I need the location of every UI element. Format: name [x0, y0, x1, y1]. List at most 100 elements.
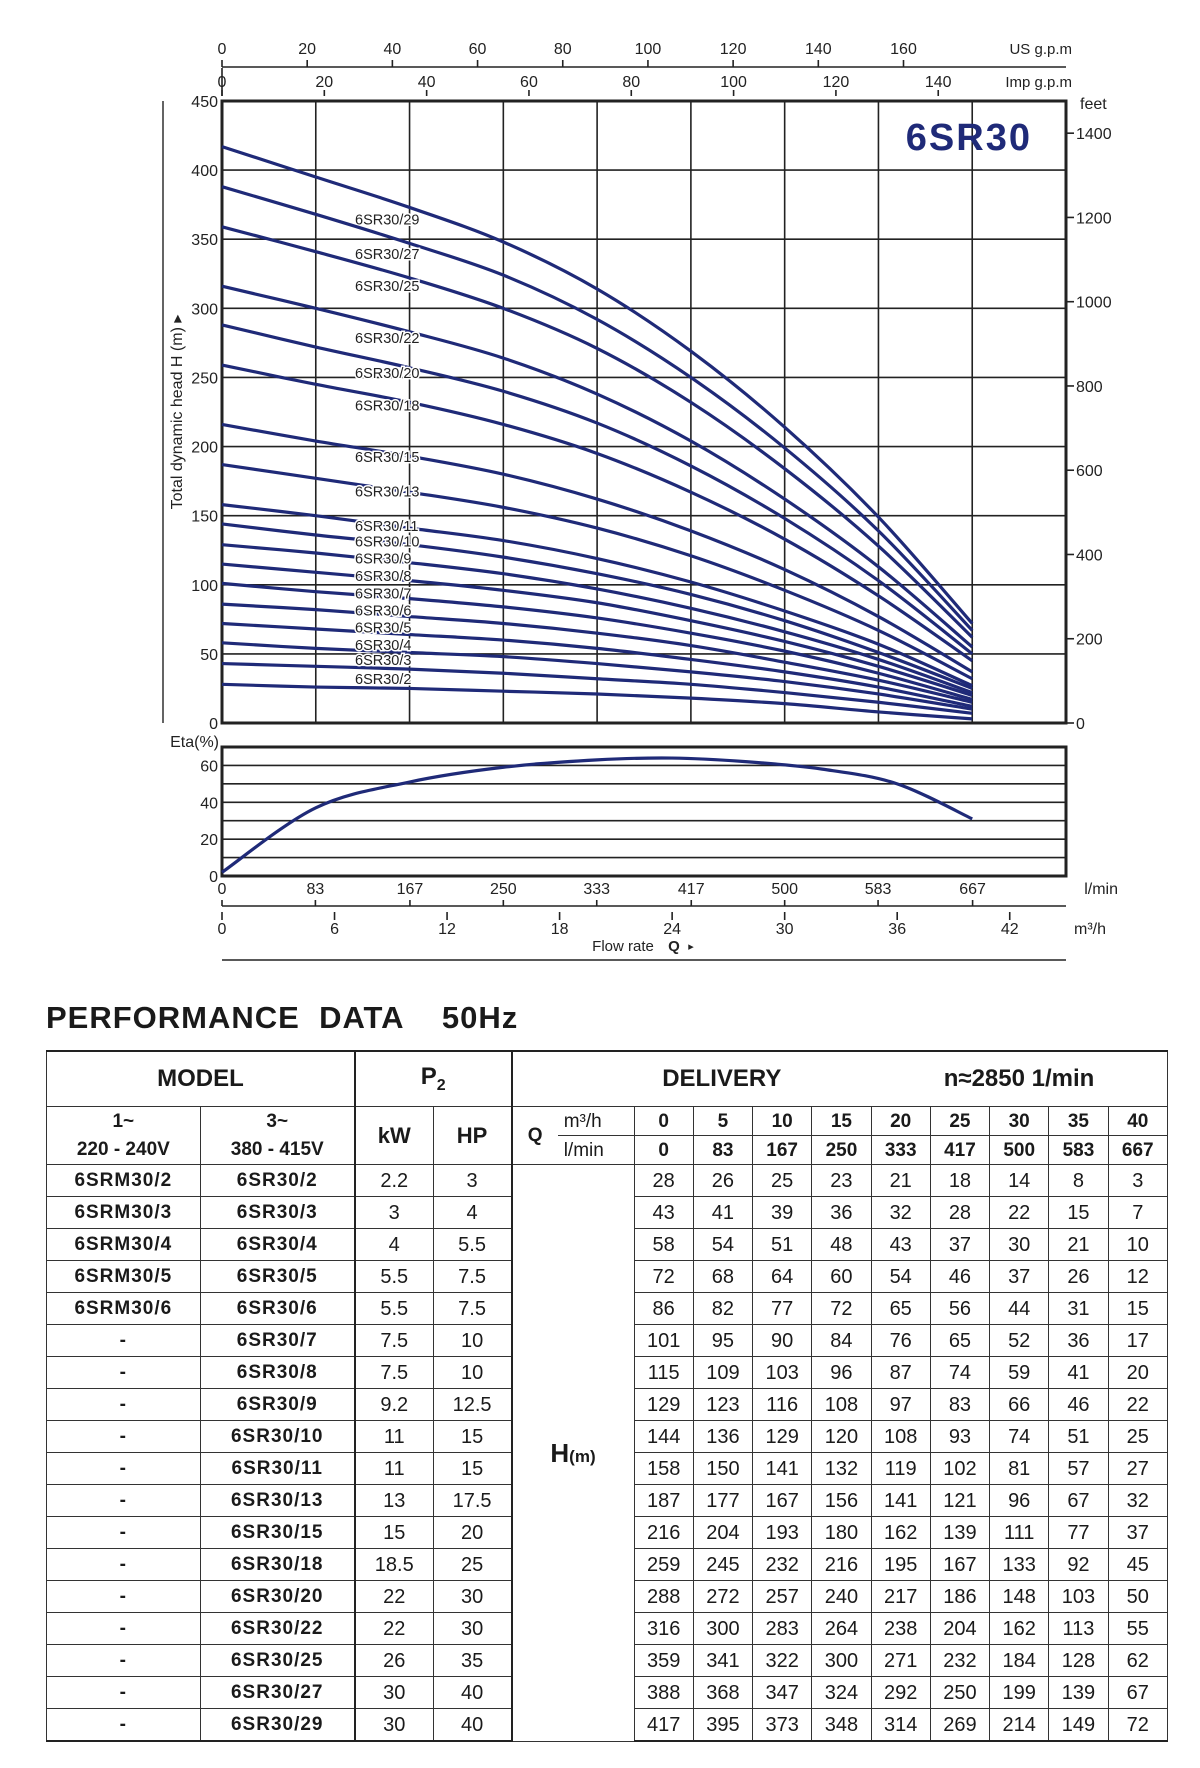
feet-tick-label: 1000 [1076, 295, 1112, 312]
table-row: -6SR30/10 11 15 144 136 129 120 108 93 74 51 25 [46, 1420, 1169, 1453]
head-value: 103 [752, 1356, 813, 1389]
head-value: 36 [1048, 1324, 1109, 1357]
head-value: 195 [870, 1548, 931, 1581]
curve-line [221, 581, 973, 702]
chart-title: 6SR30 [906, 117, 1032, 159]
curve-line [221, 185, 974, 632]
head-value: 52 [989, 1324, 1050, 1357]
head-value: 180 [811, 1516, 872, 1549]
head-value: 96 [811, 1356, 872, 1389]
head-value: 14 [989, 1164, 1050, 1197]
head-value: 216 [811, 1548, 872, 1581]
y-axis-label: Total dynamic head H (m) ▸ [169, 315, 186, 510]
table-row: 6SRM30/2 6SR30/2 2.2 3 H(m) 28 26 25 23 21 18 14 8 3 [46, 1164, 1169, 1742]
curve-label: 6SR30/3 [355, 653, 411, 669]
flow-m3h-8: 40 [1107, 1106, 1169, 1136]
head-value: 51 [1048, 1420, 1109, 1453]
head-value: 41 [1048, 1356, 1109, 1389]
curve-line [221, 562, 973, 697]
table-row: 6SRM30/3 6SR30/3 3 4 43 41 39 36 32 28 22 15 7 [46, 1196, 1169, 1229]
imp-gpm-tick-label: 40 [418, 74, 436, 91]
head-value: 65 [870, 1292, 931, 1325]
single-phase-line1: 1~ [46, 1106, 201, 1136]
table-row: 6SRM30/6 6SR30/6 5.5 7.5 86 82 77 72 65 56 44 31 15 [46, 1292, 1169, 1325]
head-value: 300 [811, 1644, 872, 1677]
kw-header: kW [353, 1106, 434, 1165]
head-value: 22 [989, 1196, 1050, 1229]
model-single-phase: - [46, 1484, 201, 1517]
head-value: 54 [870, 1260, 931, 1293]
power-hp: 10 [432, 1324, 513, 1357]
model-single-phase: - [46, 1612, 201, 1645]
performance-data-table: MODEL P2 DELIVERY n≈2850 1/min 1~ 3~ kW … [45, 1050, 1169, 1742]
unit-m3h: m³/h [557, 1106, 635, 1136]
curve-line [221, 462, 973, 681]
power-hp: 10 [432, 1356, 513, 1389]
curve-label: 6SR30/20 [355, 366, 420, 382]
power-kw: 11 [353, 1452, 434, 1485]
head-value: 28 [633, 1164, 694, 1197]
power-hp: 7.5 [432, 1260, 513, 1293]
m3h-tick-label: 24 [663, 921, 681, 938]
head-value: 417 [633, 1708, 694, 1742]
model-three-phase: 6SR30/29 [199, 1708, 356, 1742]
lmin-tick-label: 83 [307, 881, 325, 898]
head-value: 74 [989, 1420, 1050, 1453]
head-value: 204 [692, 1516, 754, 1549]
flow-lmin-7: 583 [1048, 1135, 1109, 1165]
model-three-phase: 6SR30/2 [199, 1164, 356, 1197]
model-single-phase: - [46, 1388, 201, 1421]
lmin-tick-label: 333 [583, 881, 610, 898]
power-hp: 40 [432, 1676, 513, 1709]
flow-lmin-8: 667 [1107, 1135, 1169, 1165]
head-value: 395 [692, 1708, 754, 1742]
head-value: 139 [1048, 1676, 1109, 1709]
flow-lmin-6: 500 [989, 1135, 1050, 1165]
m3h-tick-label: 18 [551, 921, 569, 938]
head-value: 51 [752, 1228, 813, 1261]
head-value: 187 [633, 1484, 694, 1517]
model-single-phase: - [46, 1420, 201, 1453]
head-value: 72 [1107, 1708, 1169, 1742]
head-value: 72 [633, 1260, 694, 1293]
flow-m3h-4: 20 [870, 1106, 931, 1136]
power-hp: 12.5 [432, 1388, 513, 1421]
imp-gpm-tick-label: 0 [218, 74, 227, 91]
flow-lmin-5: 417 [929, 1135, 991, 1165]
head-value: 388 [633, 1676, 694, 1709]
feet-tick-label: 600 [1076, 463, 1103, 480]
us-gpm-tick-label: 0 [218, 41, 227, 58]
head-value: 48 [811, 1228, 872, 1261]
head-value: 162 [870, 1516, 931, 1549]
model-three-phase: 6SR30/8 [199, 1356, 356, 1389]
head-value: 43 [633, 1196, 694, 1229]
head-value: 32 [870, 1196, 931, 1229]
power-kw: 5.5 [353, 1292, 434, 1325]
head-value: 148 [989, 1580, 1050, 1613]
head-value: 86 [633, 1292, 694, 1325]
curve-label: 6SR30/13 [355, 485, 420, 501]
power-kw: 22 [353, 1612, 434, 1645]
table-row: -6SR30/25 26 35 359 341 322 300 271 232 184 128 62 [46, 1644, 1169, 1677]
head-value: 37 [989, 1260, 1050, 1293]
curve-label: 6SR30/5 [355, 621, 411, 637]
curve-label: 6SR30/6 [355, 603, 411, 619]
lmin-tick-label: 667 [959, 881, 986, 898]
head-value: 57 [1048, 1452, 1109, 1485]
curve-line [221, 363, 974, 663]
us-gpm-tick-label: 20 [298, 41, 316, 58]
model-three-phase: 6SR30/15 [199, 1516, 356, 1549]
head-value: 45 [1107, 1548, 1169, 1581]
head-value: 240 [811, 1580, 872, 1613]
head-value: 55 [1107, 1612, 1169, 1645]
model-three-phase: 6SR30/22 [199, 1612, 356, 1645]
unit-lmin: l/min [557, 1135, 635, 1165]
curve-line [221, 682, 973, 721]
head-value: 245 [692, 1548, 754, 1581]
model-three-phase: 6SR30/18 [199, 1548, 356, 1581]
head-value: 150 [692, 1452, 754, 1485]
head-value: 21 [870, 1164, 931, 1197]
curve-label: 6SR30/8 [355, 569, 411, 585]
power-hp: 30 [432, 1612, 513, 1645]
power-hp: 3 [432, 1164, 513, 1197]
